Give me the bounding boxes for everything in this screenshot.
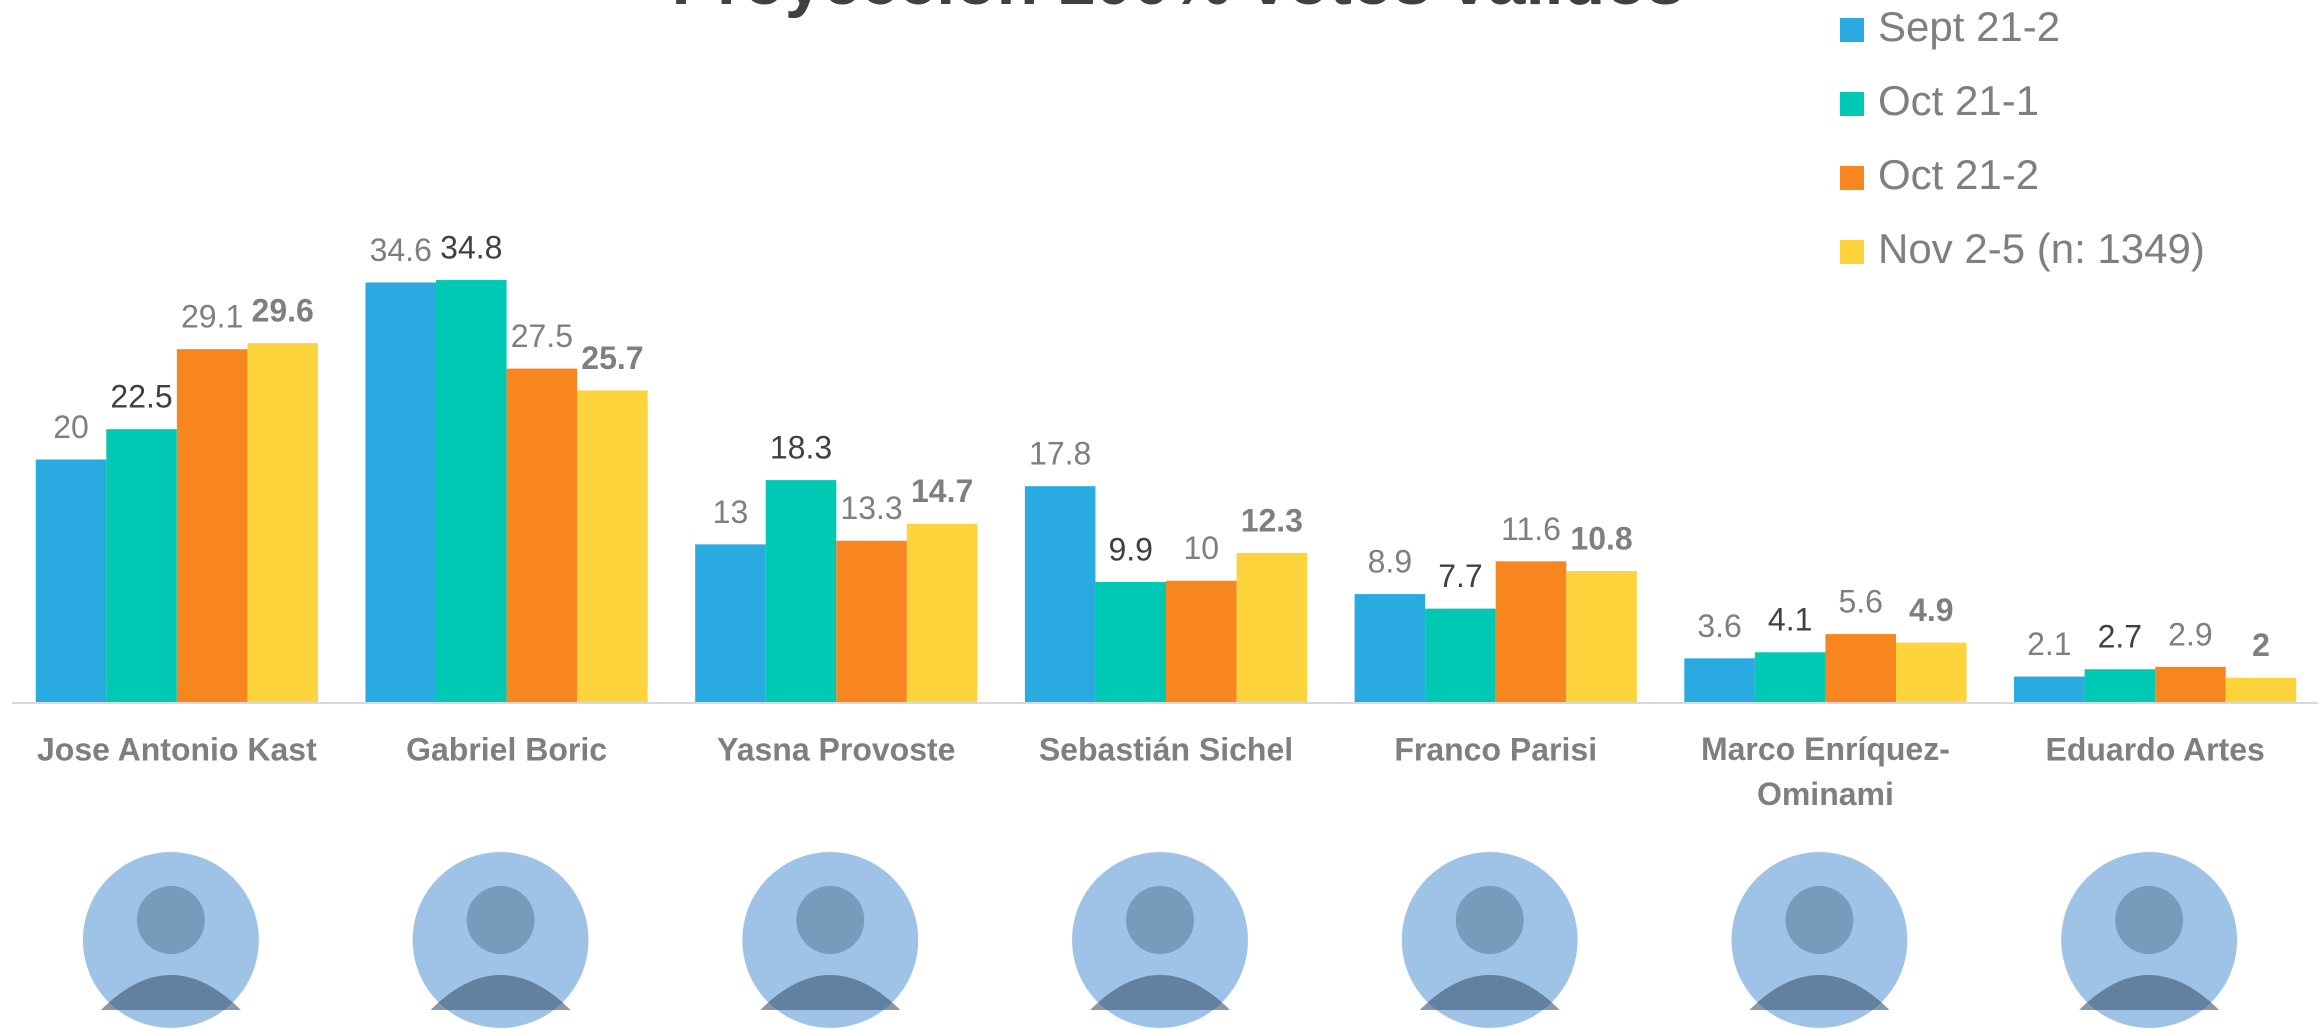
- bar: [907, 524, 978, 702]
- data-label: 2.1: [2027, 626, 2071, 662]
- data-label: 2.7: [2098, 619, 2142, 655]
- x-tick-label: Jose Antonio Kast: [37, 731, 317, 767]
- legend-label: Sept 21-2: [1878, 3, 2060, 50]
- bar: [1025, 486, 1096, 702]
- data-label: 8.9: [1368, 544, 1412, 580]
- data-label: 29.6: [252, 293, 314, 329]
- photo-head: [796, 886, 864, 954]
- bar: [695, 544, 766, 702]
- bar: [1566, 571, 1637, 702]
- bar: [2155, 667, 2226, 702]
- bar: [2085, 669, 2156, 702]
- data-label: 29.1: [181, 299, 243, 335]
- data-label: 10.8: [1570, 521, 1632, 557]
- bar: [766, 480, 837, 702]
- legend-label: Nov 2-5 (n: 1349): [1878, 225, 2205, 272]
- data-label: 4.9: [1909, 592, 1953, 628]
- data-label: 7.7: [1438, 558, 1482, 594]
- bar: [1095, 582, 1166, 702]
- data-label: 20: [53, 409, 89, 445]
- data-label: 4.1: [1768, 602, 1812, 638]
- bar: [247, 343, 318, 702]
- legend-swatch: [1840, 92, 1864, 116]
- data-label: 11.6: [1501, 511, 1561, 547]
- legend-label: Oct 21-1: [1878, 77, 2039, 124]
- bar: [577, 390, 648, 702]
- photo-head: [137, 886, 205, 954]
- bar: [177, 349, 248, 702]
- bar: [1825, 634, 1896, 702]
- data-label: 17.8: [1029, 436, 1091, 472]
- chart: Proyección 100% votos válidos 20 22.5 29.1…: [0, 0, 2323, 1029]
- bar: [2226, 678, 2297, 702]
- bar: [1896, 643, 1967, 702]
- x-tick-label: Franco Parisi: [1394, 731, 1597, 767]
- x-tick-label: Eduardo Artes: [2045, 731, 2264, 767]
- x-tick-label: Yasna Provoste: [717, 731, 955, 767]
- bar: [1166, 581, 1237, 702]
- photo-head: [467, 886, 535, 954]
- bar: [836, 541, 907, 702]
- bar: [36, 460, 107, 703]
- bar: [2014, 677, 2085, 702]
- data-label: 34.6: [370, 232, 432, 268]
- bar: [1425, 609, 1496, 702]
- data-label: 22.5: [110, 379, 172, 415]
- chart-title: Proyección 100% votos válidos: [672, 0, 1685, 19]
- bar: [436, 280, 507, 702]
- data-label: 18.3: [770, 430, 832, 466]
- photo-head: [1785, 886, 1853, 954]
- bar: [1496, 561, 1567, 702]
- data-label: 5.6: [1838, 584, 1882, 620]
- x-tick-label: Gabriel Boric: [406, 731, 607, 767]
- data-label: 9.9: [1108, 531, 1152, 567]
- bar: [106, 429, 177, 702]
- bar: [1355, 594, 1426, 702]
- legend-label: Oct 21-2: [1878, 151, 2039, 198]
- data-label: 13: [713, 494, 749, 530]
- data-label: 12.3: [1241, 502, 1303, 538]
- data-label: 34.8: [440, 230, 502, 266]
- legend-swatch: [1840, 18, 1864, 42]
- data-label: 13.3: [840, 490, 902, 526]
- x-tick-label: Sebastián Sichel: [1039, 731, 1293, 767]
- data-label: 25.7: [581, 340, 643, 376]
- photo-head: [2115, 886, 2183, 954]
- bar: [507, 369, 578, 702]
- data-label: 27.5: [511, 318, 573, 354]
- legend-swatch: [1840, 240, 1864, 264]
- data-label: 2: [2252, 627, 2270, 663]
- bar: [1237, 553, 1308, 702]
- legend-swatch: [1840, 166, 1864, 190]
- bar: [365, 282, 436, 702]
- page: Proyección 100% votos válidos 20 22.5 29.1…: [0, 0, 2323, 1029]
- bar: [1684, 658, 1755, 702]
- photo-head: [1126, 886, 1194, 954]
- bar: [1755, 652, 1826, 702]
- data-label: 14.7: [911, 473, 973, 509]
- data-label: 2.9: [2168, 616, 2212, 652]
- x-tick-label: Marco Enríquez-Ominami: [1701, 731, 1950, 812]
- data-label: 10: [1183, 530, 1219, 566]
- data-label: 3.6: [1697, 608, 1741, 644]
- photo-head: [1456, 886, 1524, 954]
